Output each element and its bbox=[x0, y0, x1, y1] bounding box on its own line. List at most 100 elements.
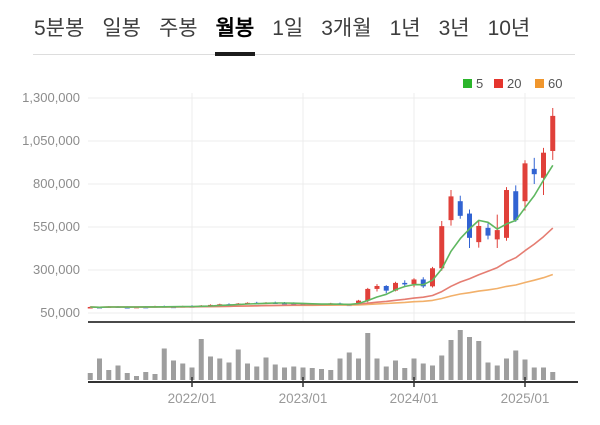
volume-bar bbox=[476, 341, 482, 380]
y-axis-label: 50,000 bbox=[40, 305, 80, 320]
volume-bar bbox=[365, 333, 371, 380]
candle-down bbox=[420, 279, 426, 287]
volume-bar bbox=[226, 362, 232, 380]
volume-bar bbox=[513, 350, 519, 380]
volume-bar bbox=[106, 370, 112, 380]
candle-down bbox=[513, 191, 519, 221]
volume-bar bbox=[263, 357, 269, 380]
volume-bar bbox=[180, 363, 186, 380]
x-axis-label: 2024/01 bbox=[390, 391, 439, 406]
volume-bar bbox=[439, 355, 445, 380]
tab-6[interactable]: 3개월 bbox=[321, 17, 372, 40]
volume-bar bbox=[402, 368, 408, 380]
volume-bar bbox=[291, 366, 297, 380]
legend-label-ma20: 20 bbox=[507, 76, 521, 91]
volume-bar bbox=[531, 367, 537, 380]
candle-up bbox=[365, 288, 371, 301]
volume-bar bbox=[235, 349, 241, 380]
volume-bar bbox=[494, 365, 500, 380]
candle-up bbox=[411, 279, 417, 285]
candle-down bbox=[457, 201, 463, 216]
candle-up bbox=[439, 226, 445, 269]
volume-bar bbox=[87, 373, 93, 380]
volume-bar bbox=[115, 365, 121, 380]
volume-bar bbox=[189, 367, 195, 380]
volume-bar bbox=[300, 367, 306, 380]
candle-up bbox=[374, 285, 380, 289]
volume-bar bbox=[356, 358, 361, 380]
volume-bar bbox=[337, 358, 343, 380]
candle-up bbox=[504, 190, 509, 238]
candle-down bbox=[531, 168, 537, 175]
legend-swatch-ma5 bbox=[463, 79, 472, 88]
candle-down bbox=[485, 227, 491, 236]
ma5-line bbox=[90, 164, 554, 309]
volume-bar bbox=[374, 358, 380, 380]
volume-bar bbox=[522, 359, 528, 380]
ma-legend: 5 20 60 bbox=[463, 76, 562, 91]
candle-up bbox=[550, 115, 556, 151]
tab-2[interactable]: 일봉 bbox=[102, 17, 141, 40]
volume-bar bbox=[161, 348, 167, 380]
x-axis-label: 2022/01 bbox=[168, 391, 217, 406]
legend-label-ma5: 5 bbox=[476, 76, 483, 91]
legend-swatch-ma60 bbox=[535, 79, 544, 88]
volume-bar bbox=[504, 358, 509, 380]
period-tabbar: 5분봉 일봉 주봉 월봉 1일 3개월 1년 3년 10년 bbox=[33, 0, 575, 56]
volume-bar bbox=[550, 372, 556, 380]
ma20-line bbox=[90, 227, 554, 309]
legend-swatch-ma20 bbox=[494, 79, 503, 88]
candle-up bbox=[430, 268, 435, 287]
volume-bar bbox=[272, 364, 278, 380]
stock-chart[interactable]: 5 20 60 1,300,000 1,050,000 800,000 550,000 300… bbox=[0, 55, 600, 423]
x-axis-label: 2023/01 bbox=[279, 391, 328, 406]
candle-down bbox=[383, 285, 389, 291]
y-axis-label: 300,000 bbox=[33, 262, 80, 277]
volume-bar bbox=[457, 330, 463, 380]
volume-bar bbox=[254, 366, 260, 380]
volume-bar bbox=[420, 363, 426, 380]
tab-9[interactable]: 10년 bbox=[487, 17, 531, 40]
volume-bar bbox=[430, 365, 435, 380]
volume-bar bbox=[411, 358, 417, 380]
volume-bar bbox=[448, 340, 454, 380]
candle-down bbox=[467, 213, 472, 238]
candle-down bbox=[291, 303, 297, 305]
volume-bar bbox=[309, 368, 315, 380]
candle-up bbox=[87, 306, 93, 309]
tab-7[interactable]: 1년 bbox=[389, 17, 421, 40]
volume-bar bbox=[208, 356, 213, 380]
tab-5[interactable]: 1일 bbox=[272, 17, 304, 40]
volume-bar bbox=[383, 366, 389, 380]
tab-3[interactable]: 주봉 bbox=[158, 17, 198, 40]
grid: 1,300,000 1,050,000 800,000 550,000 300,000 5… bbox=[22, 90, 575, 322]
candle-up bbox=[494, 230, 500, 240]
tab-4-active[interactable]: 월봉 bbox=[214, 14, 256, 56]
volume-bar bbox=[143, 372, 149, 380]
y-axis-label: 1,050,000 bbox=[22, 133, 80, 148]
volume-bar bbox=[282, 367, 287, 380]
tab-8[interactable]: 3년 bbox=[438, 17, 470, 40]
candle-up bbox=[476, 225, 482, 243]
volume-bar bbox=[393, 360, 398, 380]
volume-series bbox=[87, 330, 556, 380]
volume-bar bbox=[97, 358, 102, 380]
volume-bar bbox=[467, 337, 472, 380]
volume-bar bbox=[198, 339, 204, 380]
y-axis-label: 800,000 bbox=[33, 176, 80, 191]
ma60-line bbox=[90, 273, 554, 309]
volume-bar bbox=[319, 369, 324, 380]
y-axis-label: 1,300,000 bbox=[22, 90, 80, 105]
volume-bar bbox=[152, 374, 158, 380]
volume-bar bbox=[485, 362, 491, 380]
y-axis-label: 550,000 bbox=[33, 219, 80, 234]
candlestick-series bbox=[87, 107, 556, 309]
volume-bar bbox=[541, 367, 546, 380]
candle-up bbox=[541, 152, 546, 178]
volume-bar bbox=[245, 363, 250, 380]
candle-up bbox=[393, 282, 398, 291]
tab-1[interactable]: 5분봉 bbox=[34, 17, 85, 40]
volume-bar bbox=[217, 358, 223, 380]
volume-bar bbox=[328, 370, 334, 380]
